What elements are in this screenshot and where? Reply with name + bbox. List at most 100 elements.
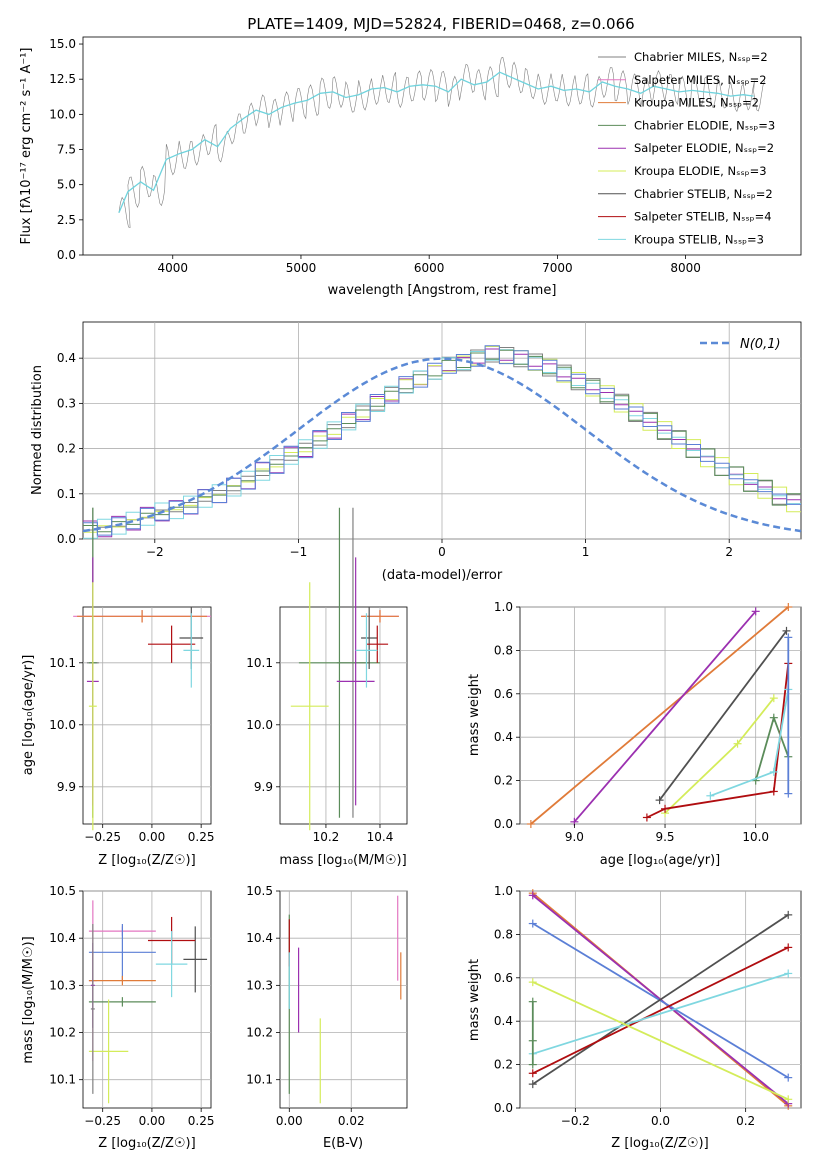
z-age-frame (82, 606, 212, 825)
y-tick-label: 15.0 (49, 37, 76, 51)
age-weight-plot-area (520, 603, 801, 828)
x-tick-label: 0.25 (188, 830, 215, 844)
weight-line (658, 630, 788, 801)
weight-line (530, 606, 789, 825)
weight-line (754, 714, 790, 781)
x-tick-label: 0 (438, 545, 446, 559)
ebv-mass-panel: 0.00 0.02 10.1 10.2 10.3 10.4 10.5 E(B-V) (246, 884, 408, 1151)
mass-age-frame (279, 606, 408, 825)
y-tick-label: 10.2 (49, 1026, 76, 1040)
y-tick-label: 10.1 (49, 1073, 76, 1087)
legend-label: Chabrier STELIB, Nₛₛₚ=2 (634, 187, 773, 201)
y-tick-label: 1.0 (494, 600, 513, 614)
z-weight-ylabel: mass weight (467, 959, 482, 1041)
x-tick-label: 0.00 (139, 830, 166, 844)
legend-label: Kroupa ELODIE, Nₛₛₚ=3 (634, 164, 767, 178)
x-tick-label: 0.00 (276, 1114, 303, 1128)
x-tick-label: 0.25 (188, 1114, 215, 1128)
x-tick-label: −1 (290, 545, 308, 559)
legend-label: Salpeter ELODIE, Nₛₛₚ=2 (634, 141, 774, 155)
z-mass-plot-area (83, 890, 211, 1108)
residual-legend: N(0,1) (700, 337, 781, 352)
y-tick-label: 10.4 (49, 931, 76, 945)
y-tick-label: 0.0 (57, 248, 76, 262)
residual-plot-area (82, 322, 802, 540)
z-age-ylabel: age [log₁₀(age/yr)] (21, 655, 36, 776)
x-tick-label: 0.2 (736, 1114, 755, 1128)
weight-line (573, 610, 757, 823)
mass-age-panel: 10.2 10.4 9.9 10.0 10.1 mass [log₁₀(M/M☉)] (246, 507, 408, 868)
y-tick-label: 0.8 (494, 643, 513, 657)
z-age-panel: −0.25 0.00 0.25 9.9 10.0 10.1 Z [log₁₀(Z/Z☉)]… (21, 507, 215, 868)
residual-panel: −2 −1 0 1 2 0.0 0.1 0.2 0.3 0.4 N(0,1) (data-mode… (30, 321, 802, 583)
observed-spectrum (118, 56, 766, 229)
legend-label: Kroupa MILES, Nₛₛₚ=2 (634, 96, 759, 110)
age-weight-ylabel: mass weight (467, 674, 482, 756)
y-tick-label: 10.1 (49, 656, 76, 670)
histogram-step (83, 345, 801, 536)
figure-title: PLATE=1409, MJD=52824, FIBERID=0468, z=0… (247, 15, 634, 33)
age-weight-xlabel: age [log₁₀(age/yr)] (600, 853, 721, 868)
y-tick-label: 0.1 (57, 487, 76, 501)
y-tick-label: 0.0 (494, 1101, 513, 1115)
z-weight-xlabel: Z [log₁₀(Z/Z☉)] (611, 1136, 708, 1151)
y-tick-label: 5.0 (57, 178, 76, 192)
x-tick-label: 10.2 (313, 830, 340, 844)
y-tick-label: 1.0 (494, 884, 513, 898)
weight-line (532, 981, 789, 1101)
normal-legend-label: N(0,1) (740, 337, 781, 352)
ebv-mass-xlabel: E(B-V) (323, 1136, 363, 1151)
x-tick-label: 7000 (542, 261, 573, 275)
age-weight-ticks: 9.0 9.5 10.0 0.0 0.2 0.4 0.6 0.8 1.0 (494, 600, 769, 844)
y-tick-label: 10.0 (49, 107, 76, 121)
z-age-xlabel: Z [log₁₀(Z/Z☉)] (98, 853, 195, 868)
residual-ylabel: Normed distribution (30, 365, 45, 495)
y-tick-label: 2.5 (57, 213, 76, 227)
y-tick-label: 0.6 (494, 687, 513, 701)
spectrum-legend: Chabrier MILES, Nₛₛₚ=2 Salpeter MILES, Nₛ… (598, 50, 775, 246)
y-tick-label: 9.9 (57, 780, 76, 794)
y-tick-label: 10.5 (49, 884, 76, 898)
y-tick-label: 10.2 (246, 1026, 273, 1040)
y-tick-label: 10.1 (246, 1073, 273, 1087)
legend-label: Salpeter MILES, Nₛₛₚ=2 (634, 73, 767, 87)
z-weight-panel: −0.2 0.0 0.2 0.0 0.2 0.4 0.6 0.8 1.0 Z [log₁₀(Z/… (467, 884, 802, 1151)
y-tick-label: 0.6 (494, 971, 513, 985)
y-tick-label: 0.8 (494, 927, 513, 941)
x-tick-label: −2 (146, 545, 164, 559)
weight-line (710, 689, 790, 797)
z-age-plot-area (73, 507, 211, 831)
x-tick-label: 1 (582, 545, 590, 559)
z-weight-plot-area (520, 889, 801, 1110)
y-tick-label: 0.3 (57, 396, 76, 410)
y-tick-label: 10.5 (246, 884, 273, 898)
x-tick-label: 10.0 (742, 830, 769, 844)
spectrum-xlabel: wavelength [Angstrom, rest frame] (328, 283, 557, 298)
z-mass-frame (82, 890, 212, 1109)
x-tick-label: −0.25 (84, 830, 121, 844)
x-tick-label: 9.0 (565, 830, 584, 844)
legend-label: Kroupa STELIB, Nₛₛₚ=3 (634, 232, 764, 246)
x-tick-label: 0.0 (651, 1114, 670, 1128)
x-tick-label: 0.00 (139, 1114, 166, 1128)
y-tick-label: 0.0 (57, 532, 76, 546)
y-tick-label: 12.5 (49, 72, 76, 86)
spectrum-plot-area (118, 56, 766, 229)
y-tick-label: 0.0 (494, 817, 513, 831)
y-tick-label: 10.1 (246, 656, 273, 670)
x-tick-label: 4000 (157, 261, 188, 275)
y-tick-label: 10.4 (246, 931, 273, 945)
z-mass-panel: −0.25 0.00 0.25 10.1 10.2 10.3 10.4 10.5 Z [log… (21, 884, 215, 1151)
y-tick-label: 10.0 (246, 718, 273, 732)
y-tick-label: 9.9 (254, 780, 273, 794)
y-tick-label: 0.2 (494, 1058, 513, 1072)
x-tick-label: −0.25 (84, 1114, 121, 1128)
x-tick-label: 8000 (670, 261, 701, 275)
x-tick-label: 10.4 (367, 830, 394, 844)
spectrum-ticks: 4000 5000 6000 7000 8000 0.0 2.5 5.0 7.5 10.0 12.5… (49, 37, 701, 275)
mass-age-ticks: 10.2 10.4 9.9 10.0 10.1 (246, 656, 393, 844)
weight-line (532, 972, 789, 1055)
x-tick-label: 0.02 (338, 1114, 365, 1128)
y-tick-label: 0.2 (494, 774, 513, 788)
y-tick-label: 0.4 (494, 730, 513, 744)
